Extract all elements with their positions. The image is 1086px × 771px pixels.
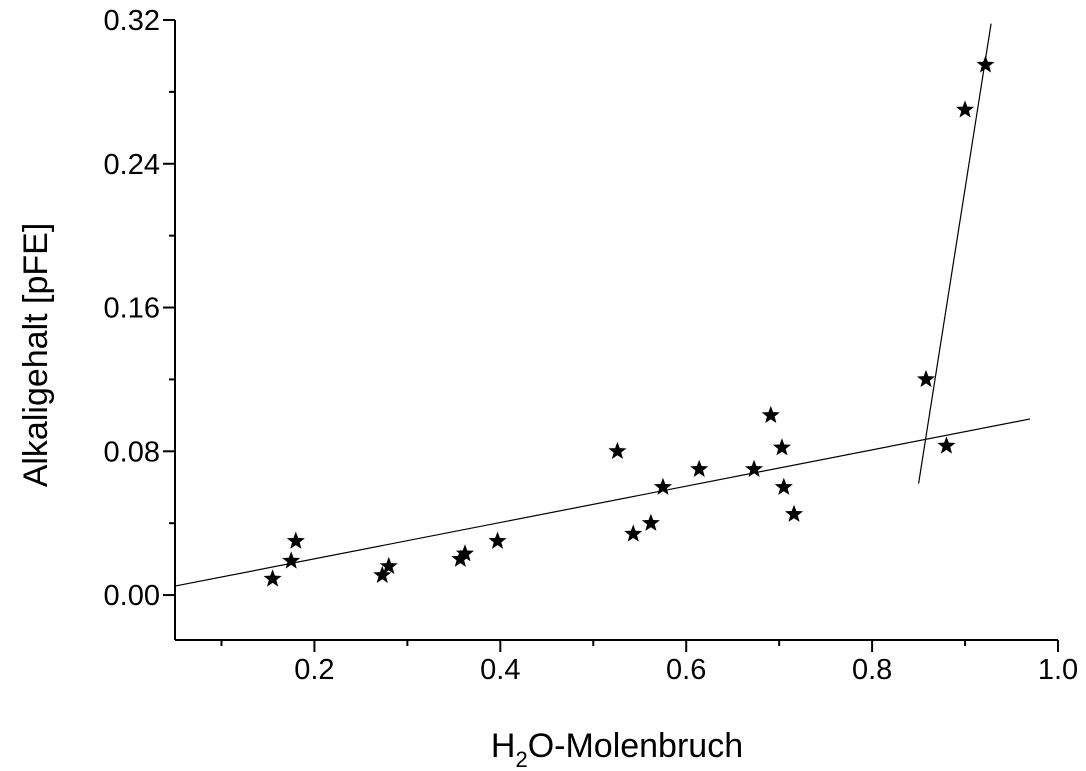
x-ticks: 0.2 0.4 0.6 0.8 1.0 <box>220 640 1078 686</box>
data-point <box>286 531 305 549</box>
y-ticks: 0.00 0.08 0.16 0.24 0.32 <box>104 5 175 612</box>
data-point <box>774 477 793 495</box>
x-axis-title-main: H <box>491 727 516 765</box>
x-tick-label: 0.8 <box>852 654 892 686</box>
data-point <box>624 524 643 542</box>
fit-line-2 <box>917 23 992 484</box>
x-tick-label: 1.0 <box>1038 654 1078 686</box>
data-point <box>784 504 804 522</box>
y-tick-label: 0.32 <box>104 5 160 37</box>
x-tick-label: 0.4 <box>480 654 520 686</box>
data-points <box>263 55 995 587</box>
y-tick-label: 0.16 <box>104 293 160 325</box>
data-point <box>608 441 627 459</box>
data-point <box>745 459 764 477</box>
x-tick-label: 0.2 <box>294 654 334 686</box>
data-point <box>379 556 398 574</box>
axes <box>174 20 1058 641</box>
data-point <box>937 436 956 454</box>
data-point <box>641 513 660 531</box>
y-tick-label: 0.24 <box>104 149 160 181</box>
data-point <box>772 438 791 456</box>
data-point <box>282 551 301 569</box>
y-axis-title: Alkaligehalt [pFE] <box>17 223 55 488</box>
x-axis-title: H2O-Molenbruch <box>491 727 743 771</box>
data-point <box>455 544 475 562</box>
data-point <box>488 531 507 549</box>
y-tick-label: 0.00 <box>104 580 160 612</box>
data-point <box>761 405 780 424</box>
fit-line-1 <box>174 418 1031 587</box>
x-axis-title-rest: O-Molenbruch <box>528 727 743 765</box>
fit-lines <box>174 23 1031 587</box>
data-point <box>373 565 392 583</box>
data-point <box>690 459 709 477</box>
data-point <box>653 477 673 495</box>
data-point <box>956 100 975 118</box>
data-point <box>916 369 936 388</box>
y-tick-label: 0.08 <box>104 436 160 468</box>
x-axis-title-subscript: 2 <box>515 747 527 771</box>
data-point <box>976 55 995 73</box>
data-point <box>263 569 282 587</box>
x-tick-label: 0.6 <box>666 654 706 686</box>
